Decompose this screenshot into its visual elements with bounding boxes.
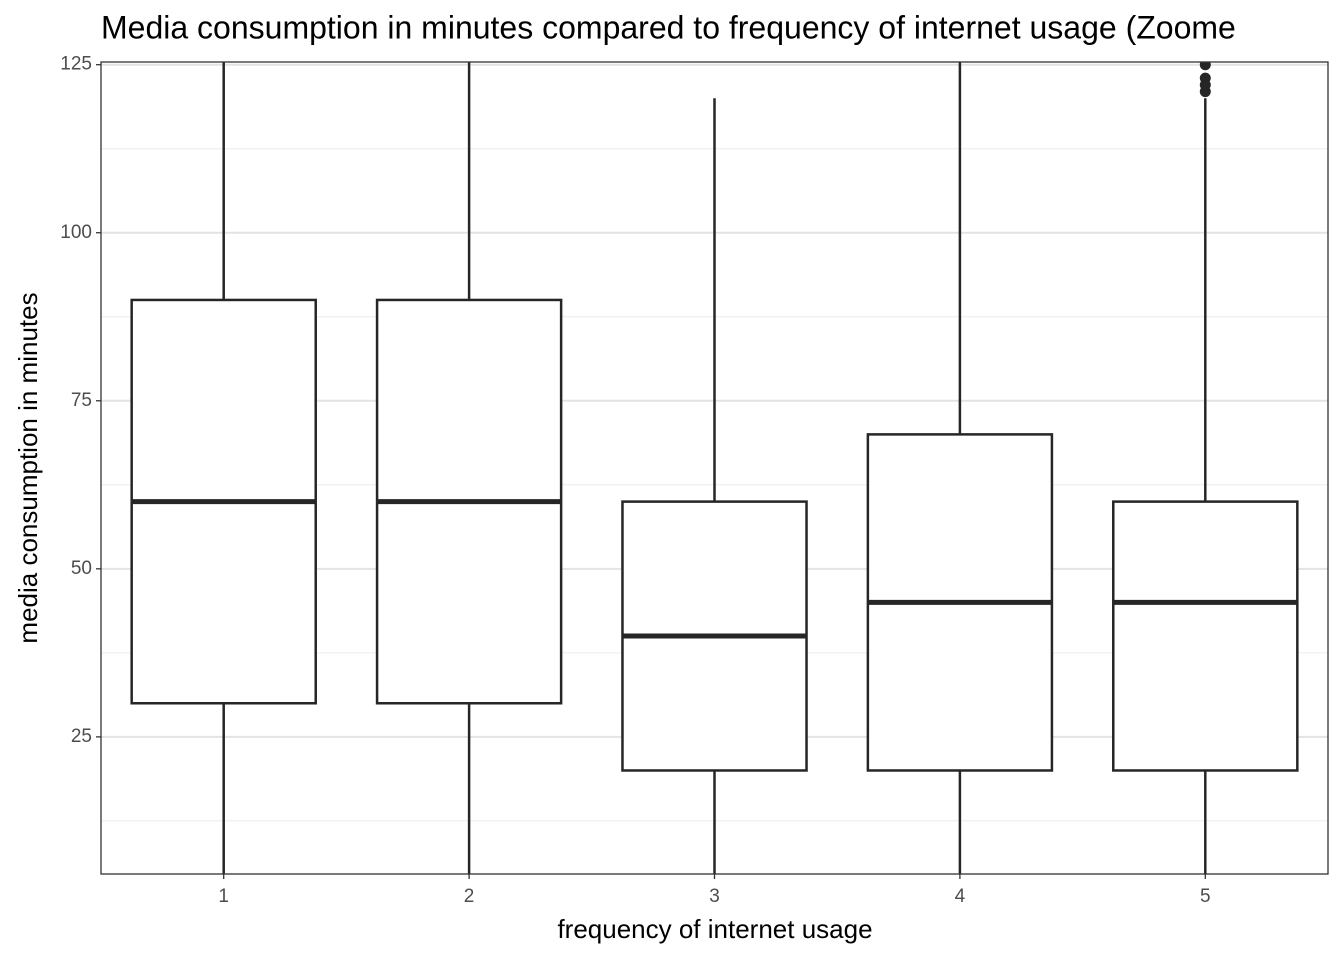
x-tick-label: 1	[218, 886, 229, 907]
x-tick-label: 2	[464, 886, 475, 907]
x-axis-label: frequency of internet usage	[557, 914, 872, 944]
outlier	[1199, 62, 1211, 71]
chart-title: Media consumption in minutes compared to…	[101, 9, 1236, 45]
axes: 25 50 75 100 125 1 2 3 4 5	[60, 54, 1210, 907]
y-tick-label: 125	[60, 54, 92, 75]
plot-marks	[130, 62, 1299, 874]
y-axis-label: media consumption in minutes	[13, 292, 43, 643]
box	[1112, 500, 1299, 772]
x-tick-label: 3	[709, 886, 720, 907]
x-tick-label: 4	[955, 886, 966, 907]
y-tick-label: 50	[71, 558, 92, 579]
x-tick-label: 5	[1200, 886, 1211, 907]
y-tick-label: 25	[71, 726, 92, 747]
y-tick-label: 100	[60, 222, 92, 243]
outlier	[1199, 72, 1211, 84]
y-tick-label: 75	[71, 390, 92, 411]
